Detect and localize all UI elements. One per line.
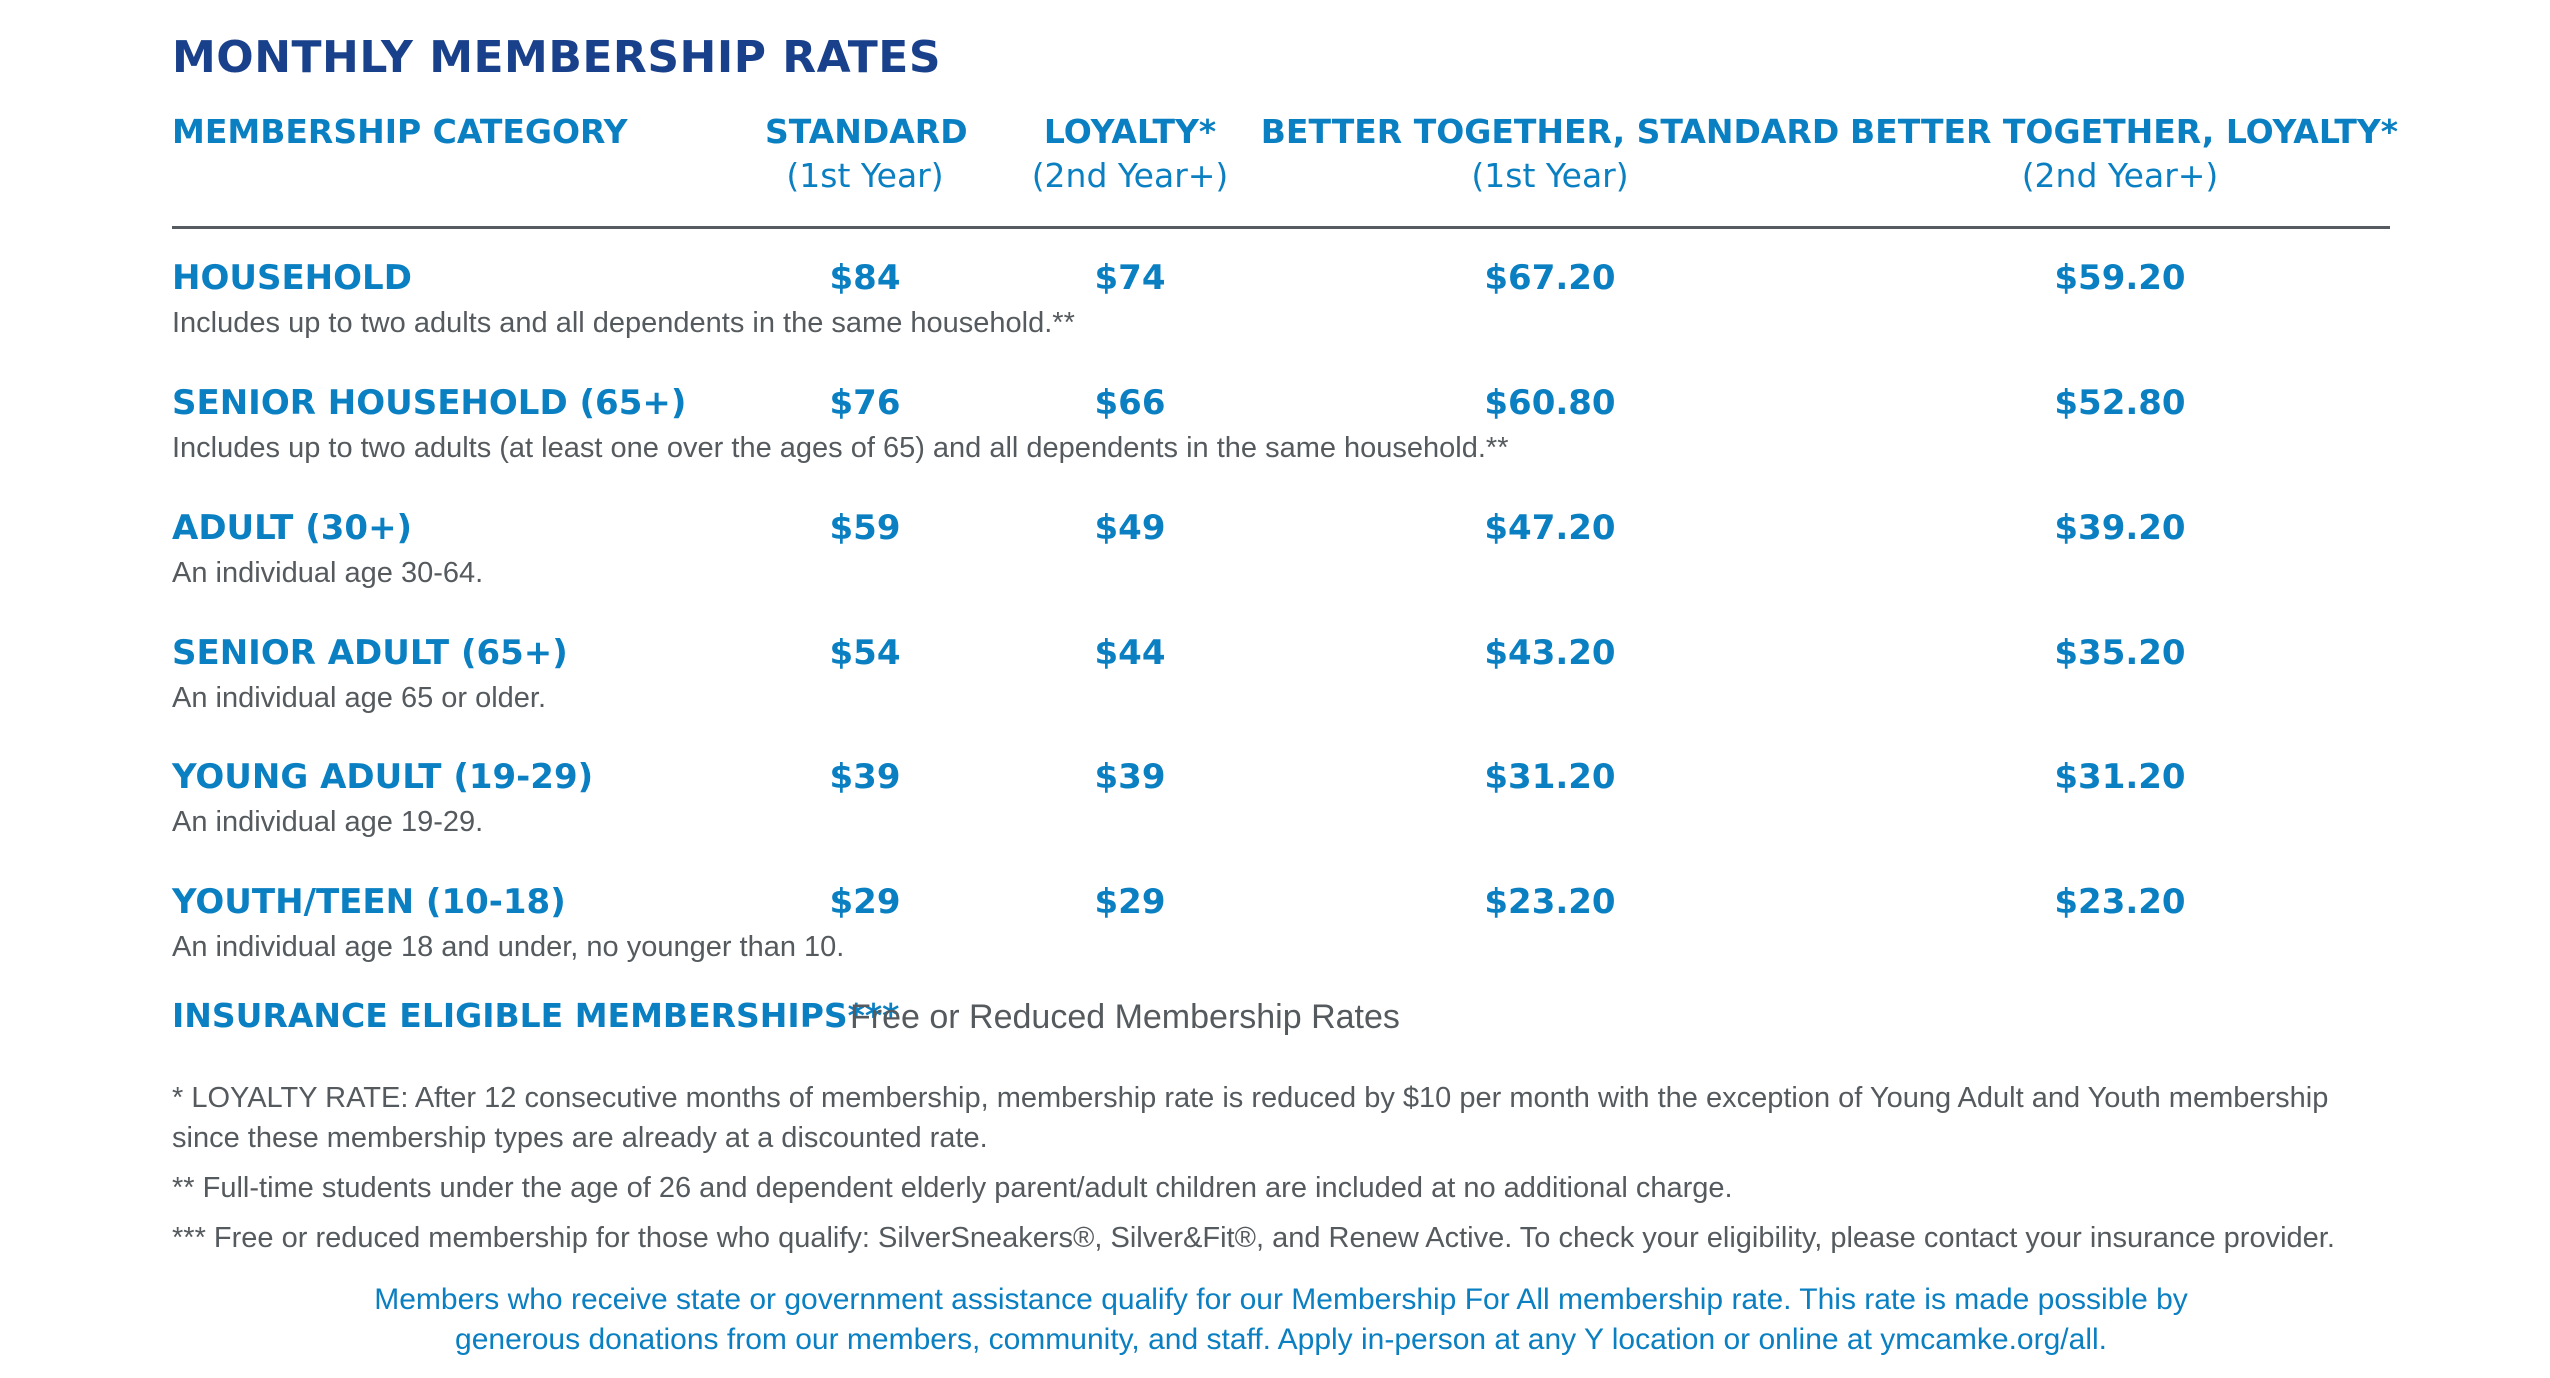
price-bt-standard: $67.20 xyxy=(1484,258,1616,298)
row-name-household: HOUSEHOLD xyxy=(172,258,412,298)
header-loyalty-sub: (2nd Year+) xyxy=(1031,156,1229,195)
row-name-senior-household: SENIOR HOUSEHOLD (65+) xyxy=(172,383,687,423)
header-bt-standard-sub: (1st Year) xyxy=(1471,156,1629,195)
row-desc-senior-adult: An individual age 65 or older. xyxy=(172,682,547,714)
row-name-senior-adult: SENIOR ADULT (65+) xyxy=(172,633,568,673)
price-bt-loyalty: $59.20 xyxy=(2054,258,2186,298)
row-name-adult: ADULT (30+) xyxy=(172,508,413,548)
header-category: MEMBERSHIP CATEGORY xyxy=(172,112,628,151)
page-title: MONTHLY MEMBERSHIP RATES xyxy=(172,32,942,83)
note-loyalty-rate: * LOYALTY RATE: After 12 consecutive mon… xyxy=(172,1082,2329,1154)
footer-membership-for-all-line1: Members who receive state or government … xyxy=(374,1283,2188,1316)
row-desc-senior-household: Includes up to two adults (at least one … xyxy=(172,432,1509,464)
price-standard: $76 xyxy=(829,383,901,423)
price-standard: $54 xyxy=(829,633,901,673)
price-bt-standard: $47.20 xyxy=(1484,508,1616,548)
header-standard-label: STANDARD xyxy=(765,112,968,151)
row-desc-young-adult: An individual age 19-29. xyxy=(172,806,484,838)
price-bt-standard: $60.80 xyxy=(1484,383,1616,423)
note-students: ** Full-time students under the age of 2… xyxy=(172,1172,1733,1204)
price-bt-standard: $23.20 xyxy=(1484,882,1616,922)
price-bt-loyalty: $52.80 xyxy=(2054,383,2186,423)
header-loyalty-label: LOYALTY* xyxy=(1043,112,1217,151)
insurance-label: INSURANCE ELIGIBLE MEMBERSHIPS*** xyxy=(172,996,900,1035)
row-desc-adult: An individual age 30-64. xyxy=(172,557,484,589)
price-bt-loyalty: $31.20 xyxy=(2054,757,2186,797)
price-loyalty: $39 xyxy=(1094,757,1166,797)
row-name-young-adult: YOUNG ADULT (19-29) xyxy=(172,757,594,797)
price-standard: $59 xyxy=(829,508,901,548)
header-divider xyxy=(172,226,2390,229)
price-loyalty: $49 xyxy=(1094,508,1166,548)
price-bt-standard: $43.20 xyxy=(1484,633,1616,673)
price-loyalty: $74 xyxy=(1094,258,1166,298)
price-bt-loyalty: $35.20 xyxy=(2054,633,2186,673)
header-bt-standard: BETTER TOGETHER, STANDARD (1st Year) xyxy=(1260,110,1840,198)
price-bt-loyalty: $23.20 xyxy=(2054,882,2186,922)
header-standard-sub: (1st Year) xyxy=(786,156,944,195)
row-name-youth-teen: YOUTH/TEEN (10-18) xyxy=(172,882,566,922)
header-loyalty: LOYALTY* (2nd Year+) xyxy=(1030,110,1230,198)
note-insurance: *** Free or reduced membership for those… xyxy=(172,1222,2335,1254)
price-standard: $84 xyxy=(829,258,901,298)
row-desc-household: Includes up to two adults and all depend… xyxy=(172,307,1075,339)
row-desc-youth-teen: An individual age 18 and under, no young… xyxy=(172,931,845,963)
header-bt-loyalty-label: BETTER TOGETHER, LOYALTY* xyxy=(1850,112,2399,151)
price-bt-loyalty: $39.20 xyxy=(2054,508,2186,548)
price-loyalty: $66 xyxy=(1094,383,1166,423)
price-loyalty: $29 xyxy=(1094,882,1166,922)
header-bt-loyalty-sub: (2nd Year+) xyxy=(2021,156,2219,195)
insurance-text: Free or Reduced Membership Rates xyxy=(850,998,1400,1036)
header-bt-loyalty: BETTER TOGETHER, LOYALTY* (2nd Year+) xyxy=(1850,110,2398,198)
price-loyalty: $44 xyxy=(1094,633,1166,673)
price-standard: $29 xyxy=(829,882,901,922)
header-standard: STANDARD (1st Year) xyxy=(765,110,968,198)
price-bt-standard: $31.20 xyxy=(1484,757,1616,797)
footer-membership-for-all-line2: generous donations from our members, com… xyxy=(455,1323,2107,1356)
price-standard: $39 xyxy=(829,757,901,797)
header-bt-standard-label: BETTER TOGETHER, STANDARD xyxy=(1260,112,1840,151)
